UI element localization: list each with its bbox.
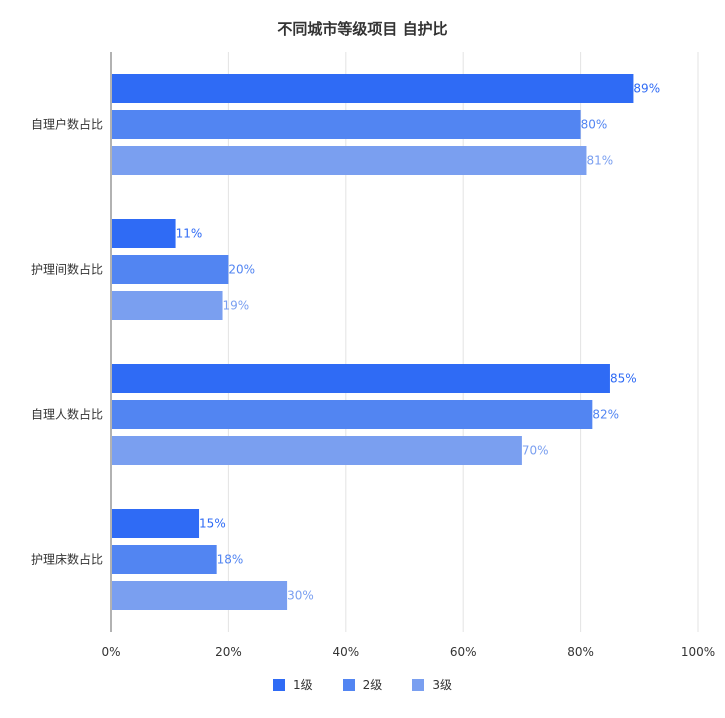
bar [112, 219, 176, 248]
legend-item[interactable]: 1级 [273, 676, 313, 693]
category-label: 护理床数占比 [31, 552, 103, 567]
legend-swatch [273, 678, 286, 691]
legend-swatch [342, 678, 355, 691]
legend-label: 3级 [432, 678, 452, 692]
chart-title: 不同城市等级项目 自护比 [277, 20, 448, 38]
data-label: 30% [287, 589, 314, 603]
data-label: 18% [217, 553, 244, 567]
x-tick-label: 20% [215, 645, 242, 659]
bar [112, 436, 522, 465]
data-label: 20% [228, 263, 255, 277]
x-tick-label: 80% [567, 645, 594, 659]
category-label: 护理间数占比 [31, 262, 103, 277]
bar [112, 255, 229, 284]
data-label: 19% [223, 299, 250, 313]
data-label: 89% [633, 82, 660, 96]
legend-label: 1级 [293, 678, 313, 692]
bar [112, 74, 634, 103]
x-tick-label: 0% [101, 645, 120, 659]
x-tick-label: 60% [450, 645, 477, 659]
data-label: 81% [586, 154, 613, 168]
legend-label: 2级 [362, 678, 383, 692]
category-label: 自理户数占比 [31, 117, 103, 132]
bar [112, 110, 581, 139]
x-tick-label: 100% [681, 645, 715, 659]
bar [112, 509, 200, 538]
data-label: 82% [592, 408, 619, 422]
data-label: 15% [199, 517, 226, 531]
legend-item[interactable]: 2级 [342, 676, 383, 693]
bar [112, 364, 610, 393]
category-label: 自理人数占比 [31, 407, 103, 422]
data-label: 70% [522, 444, 549, 458]
bar [112, 400, 593, 429]
legend: 1级 2级 3级 [0, 676, 725, 693]
bar [112, 146, 587, 175]
data-label: 85% [610, 372, 637, 386]
legend-swatch [412, 678, 425, 691]
data-label: 11% [176, 227, 203, 241]
x-tick-label: 40% [332, 645, 359, 659]
bar [112, 581, 288, 610]
data-label: 80% [581, 118, 608, 132]
legend-item[interactable]: 3级 [412, 676, 452, 693]
bar [112, 291, 223, 320]
bar [112, 545, 217, 574]
